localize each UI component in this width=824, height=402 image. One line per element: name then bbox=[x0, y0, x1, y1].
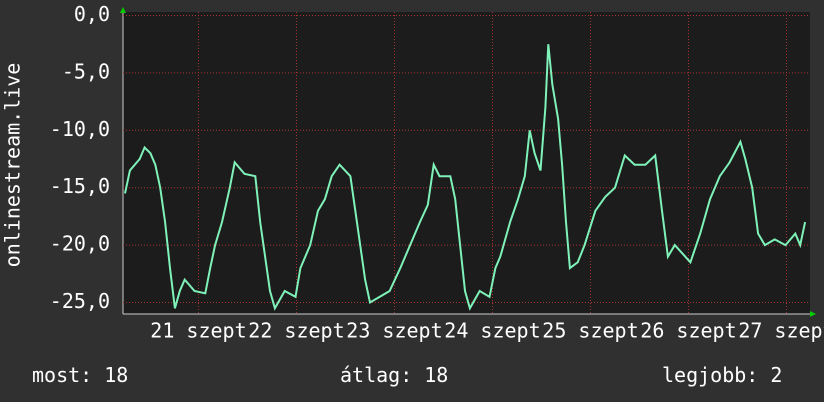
x-tick-label: 27 szept bbox=[738, 319, 824, 343]
stat-value: 18 bbox=[424, 363, 448, 387]
stat-value: 18 bbox=[104, 363, 128, 387]
x-tick-label: 22 szept bbox=[248, 319, 344, 343]
y-tick-label: -20,0 bbox=[50, 232, 110, 256]
y-tick-label: -5,0 bbox=[62, 59, 110, 83]
y-tick-label: -25,0 bbox=[50, 289, 110, 313]
stat-value: 2 bbox=[770, 363, 782, 387]
footer-stat: átlag: 18 bbox=[340, 363, 448, 387]
x-tick-label: 26 szept bbox=[640, 319, 736, 343]
footer-stat: legjobb: 2 bbox=[662, 363, 782, 387]
footer-stat: most: 18 bbox=[32, 363, 128, 387]
stat-label: átlag: bbox=[340, 363, 412, 387]
y-tick-label: -10,0 bbox=[50, 117, 110, 141]
x-tick-label: 24 szept bbox=[444, 319, 540, 343]
y-tick-label: 0,0 bbox=[74, 2, 110, 26]
line bbox=[124, 44, 807, 311]
y-axis-label: onlinestream.live bbox=[1, 63, 25, 268]
x-tick-label: 21 szept bbox=[150, 319, 246, 343]
axis-arrow bbox=[810, 311, 816, 317]
y-tick-label: -15,0 bbox=[50, 174, 110, 198]
axis-arrow bbox=[120, 7, 126, 13]
plot-area bbox=[123, 12, 810, 314]
x-tick-label: 23 szept bbox=[346, 319, 442, 343]
stat-label: legjobb: bbox=[662, 363, 758, 387]
stat-label: most: bbox=[32, 363, 92, 387]
x-tick-label: 25 szept bbox=[542, 319, 638, 343]
